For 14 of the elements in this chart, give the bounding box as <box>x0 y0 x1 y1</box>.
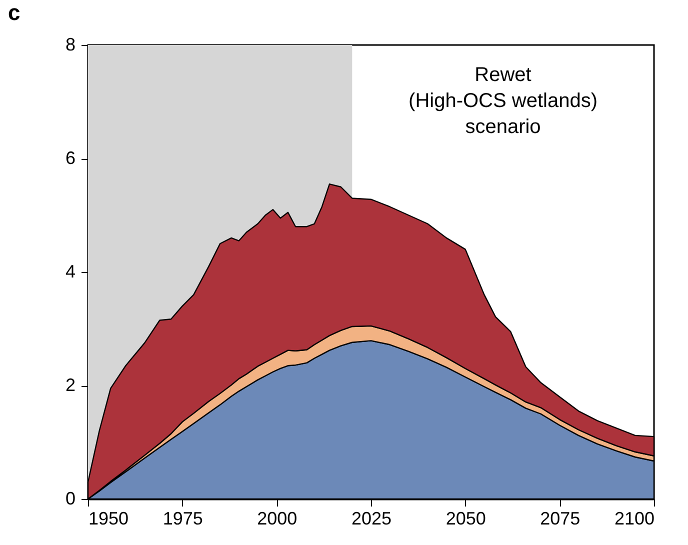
x-tick-label: 2000 <box>257 508 298 528</box>
y-tick-label: 2 <box>65 375 76 395</box>
x-tick-label: 1975 <box>162 508 203 528</box>
y-tick-label: 6 <box>65 148 76 168</box>
annotation: Rewet (High-OCS wetlands) scenario <box>408 64 598 138</box>
chart-title: c <box>8 0 20 25</box>
x-tick-label: 2050 <box>446 508 486 528</box>
x-tick-label: 1950 <box>88 508 129 528</box>
y-tick-label: 0 <box>65 488 76 508</box>
x-tick-label: 2100 <box>614 508 654 528</box>
y-tick-label: 8 <box>65 34 76 54</box>
x-tick-label: 2075 <box>540 508 580 528</box>
x-tick-label: 2025 <box>351 508 392 528</box>
y-tick-label: 4 <box>65 262 76 282</box>
